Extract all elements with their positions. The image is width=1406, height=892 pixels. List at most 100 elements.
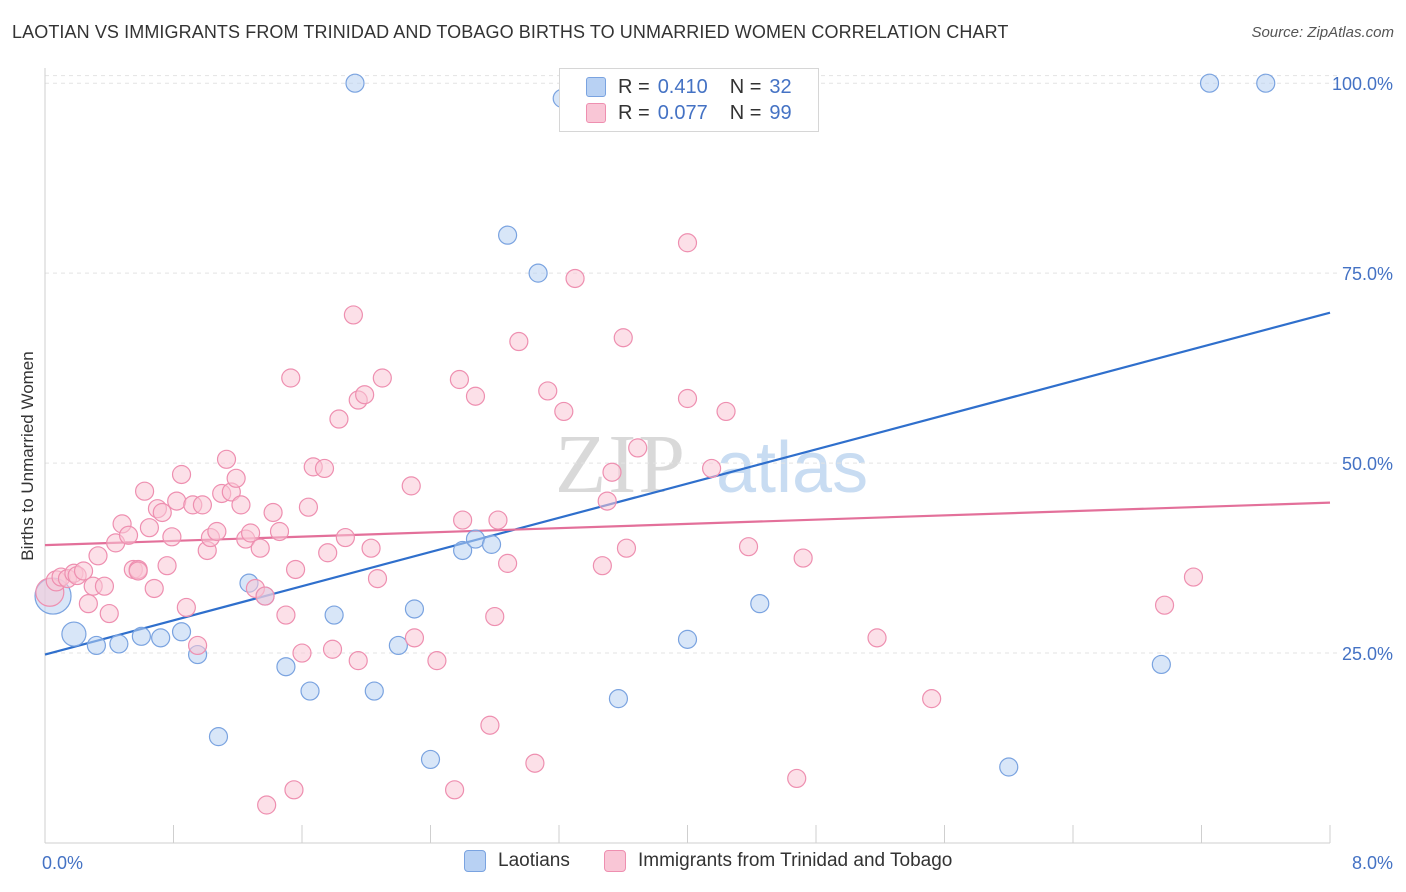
data-point [269,521,290,542]
legend-n-value: 99 [769,101,792,124]
y-tick-label: 75.0% [1342,264,1393,284]
data-point [345,73,365,93]
data-point [738,537,759,557]
x-tick-label-max: 8.0% [1352,853,1393,873]
bottom-legend-swatch-laotians [464,850,486,872]
data-point [480,715,500,735]
series-1 [35,233,1204,815]
data-point [284,780,304,800]
data-point [793,548,813,568]
grid [45,75,1338,654]
legend-n-label: N = [729,75,762,98]
data-points [34,73,1276,815]
legend-r-value: 0.410 [657,75,708,98]
data-point [427,651,447,671]
data-point [565,268,585,289]
legend: R = 0.410 N = 32 R = 0.077 N = 99 [559,68,819,132]
data-point [613,328,633,348]
data-point [348,651,368,671]
data-point [128,561,148,581]
data-point [335,527,355,548]
data-point [322,639,343,659]
data-point [171,464,192,485]
data-point [281,368,301,388]
data-point [157,556,177,576]
data-point [554,401,574,422]
data-point [324,605,344,625]
data-point [167,491,187,511]
data-point [131,626,151,646]
data-point [231,495,251,515]
data-point [867,628,887,648]
data-point [250,538,270,558]
data-point [109,634,129,654]
data-point [404,599,425,619]
legend-row-laotians: R = 0.410 N = 32 [586,74,792,100]
bottom-legend-trinidad: Immigrants from Trinidad and Tobago [604,850,952,872]
data-point [538,381,558,401]
data-point [139,518,160,538]
data-point [750,594,770,614]
data-point [388,635,408,656]
data-point [171,622,192,642]
data-point [498,225,518,245]
bottom-legend-label-laotians: Laotians [498,850,570,871]
data-point [144,578,164,599]
data-point [329,409,349,429]
legend-row-trinidad: R = 0.077 N = 99 [586,100,792,126]
data-point [298,497,319,517]
data-point [498,553,518,573]
data-point [1256,73,1276,93]
y-axis-label: Births to Unmarried Women [18,351,37,560]
data-point [134,481,155,501]
data-point [999,757,1019,777]
legend-r-value: 0.077 [657,101,708,124]
svg-text:ZIP: ZIP [555,418,687,511]
data-point [364,681,384,701]
data-point [86,635,107,656]
data-point [276,605,296,625]
data-point [677,233,698,253]
bottom-legend: Laotians Immigrants from Trinidad and To… [0,850,1406,878]
data-point [1183,567,1204,587]
legend-swatch-laotians [586,77,606,97]
data-point [176,597,196,618]
bottom-legend-label-trinidad: Immigrants from Trinidad and Tobago [638,850,953,871]
data-point [343,305,363,325]
data-point [787,768,807,789]
legend-swatch-trinidad [586,103,606,123]
data-point [94,576,115,596]
data-point [78,594,98,614]
data-point [99,603,119,624]
data-point [1154,595,1175,615]
data-point [285,559,306,580]
data-point [922,689,942,709]
data-point [453,540,473,561]
x-tick-label-min: 0.0% [42,853,83,873]
data-point [162,527,182,547]
data-point [318,543,338,563]
data-point [701,458,722,479]
data-point [257,795,277,815]
data-point [597,491,617,511]
y-tick-label: 100.0% [1332,74,1393,94]
data-point [465,529,486,549]
y-tick-label: 25.0% [1342,644,1393,664]
data-point [276,657,296,677]
data-point [255,586,275,606]
data-point [420,749,441,770]
data-point [677,629,698,649]
y-tick-label: 50.0% [1342,454,1393,474]
data-point [241,523,261,543]
trend-line-1 [44,501,1331,547]
data-point [207,521,227,542]
data-point [716,401,736,422]
data-point [592,556,612,576]
data-point [608,689,629,709]
data-point [449,369,470,390]
data-point [488,510,508,530]
data-point [401,476,421,496]
chart-title: LAOTIAN VS IMMIGRANTS FROM TRINIDAD AND … [12,22,1009,42]
data-point [152,502,172,523]
